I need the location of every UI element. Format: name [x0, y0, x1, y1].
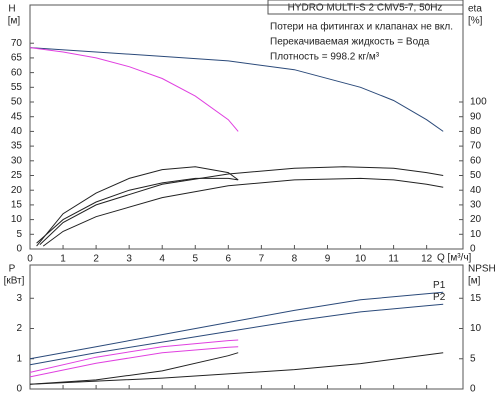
plot-frame: [29, 4, 464, 250]
y-tick-label: 35: [11, 141, 23, 152]
x-tick-label: 6: [226, 254, 232, 265]
x-tick-label: 5: [192, 254, 198, 265]
x-tick-label: 9: [325, 254, 331, 265]
y-tick-label: 70: [11, 38, 23, 49]
y-axis-label: H: [8, 4, 15, 15]
x-tick-label: 2: [93, 254, 99, 265]
y-tick-label: 5: [16, 229, 22, 240]
y2-tick-label: 50: [470, 170, 482, 181]
y-tick-label: 0: [16, 244, 22, 255]
plot-frame: [29, 264, 464, 390]
x-tick-label: 8: [292, 254, 298, 265]
y-tick-label: 30: [11, 155, 23, 166]
series-label: P1: [433, 280, 446, 291]
y2-tick-label: 10: [470, 229, 482, 240]
y2-tick-label: 70: [470, 141, 482, 152]
y-tick-label: 1: [16, 353, 22, 364]
y2-tick-label: 10: [470, 323, 482, 334]
y-tick-label: 45: [11, 111, 23, 122]
y2-tick-label: 90: [470, 111, 482, 122]
curve: [29, 346, 239, 378]
curve: [36, 166, 239, 247]
y-tick-label: 50: [11, 97, 23, 108]
curve: [29, 291, 444, 360]
y2-tick-label: 30: [470, 200, 482, 211]
y2-tick-label: 60: [470, 155, 482, 166]
note: Перекачиваемая жидкость = Вода: [270, 37, 430, 48]
curve: [29, 303, 444, 366]
y-tick-label: 0: [16, 384, 22, 395]
y-tick-label: 55: [11, 82, 23, 93]
y2-tick-label: 80: [470, 126, 482, 137]
curve: [42, 177, 444, 247]
y-tick-label: 65: [11, 53, 23, 64]
x-axis-label: Q [м³/ч]: [437, 253, 472, 264]
x-tick-label: 3: [126, 254, 132, 265]
curve: [36, 177, 239, 244]
note: Потери на фитингах и клапанах не вкл.: [270, 21, 453, 33]
x-tick-label: 0: [27, 254, 33, 265]
y-tick-label: 15: [11, 200, 23, 211]
y2-tick-label: 0: [470, 384, 476, 395]
x-tick-label: 1: [60, 254, 66, 265]
series-label: P2: [433, 292, 446, 303]
y-tick-label: 2: [16, 323, 22, 334]
y-tick-label: 60: [11, 67, 23, 78]
y2-axis-unit: [%]: [468, 16, 483, 27]
y-tick-label: 20: [11, 185, 23, 196]
y-axis-label: P: [9, 264, 16, 275]
y-tick-label: 40: [11, 126, 23, 137]
x-tick-label: 7: [259, 254, 265, 265]
x-tick-label: 4: [159, 254, 165, 265]
x-tick-label: 11: [388, 254, 399, 265]
x-tick-label: 12: [421, 254, 433, 265]
y2-tick-label: 15: [470, 293, 482, 304]
note: Плотность = 998.2 кг/м³: [270, 52, 380, 63]
curve: [29, 352, 239, 385]
y-tick-label: 25: [11, 170, 23, 181]
y2-tick-label: 100: [470, 97, 487, 108]
curve: [39, 166, 444, 245]
curve: [29, 47, 239, 132]
y2-axis-label: NPSH: [468, 264, 496, 275]
y-axis-unit: [кВт]: [4, 276, 25, 287]
y2-tick-label: 40: [470, 185, 482, 196]
curve: [29, 352, 444, 385]
y2-tick-label: 0: [470, 244, 476, 255]
y2-tick-label: 5: [470, 353, 476, 364]
y2-axis-unit: [м]: [468, 276, 481, 287]
y-tick-label: 10: [11, 214, 23, 225]
chart-title: HYDRO MULTI-S 2 CMV5-7, 50Hz: [288, 3, 443, 14]
curve: [29, 47, 444, 132]
y-axis-unit: [м]: [8, 16, 21, 27]
y2-axis-label: eta: [468, 4, 482, 15]
y2-tick-label: 20: [470, 214, 482, 225]
curve: [29, 339, 239, 373]
y-tick-label: 3: [16, 293, 22, 304]
x-tick-label: 10: [355, 254, 367, 265]
